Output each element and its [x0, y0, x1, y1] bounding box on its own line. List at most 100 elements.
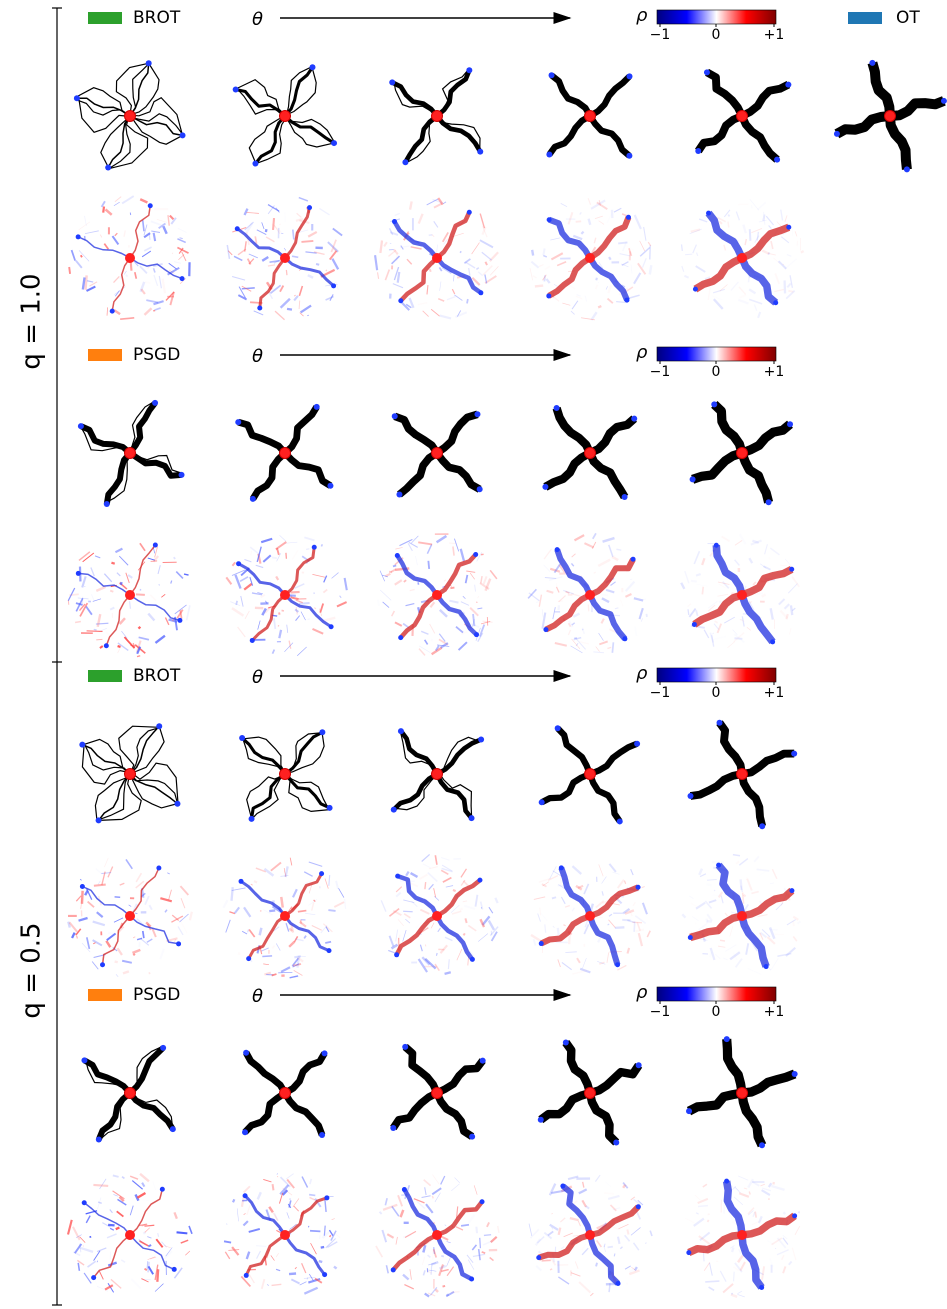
- terminal: [542, 484, 548, 490]
- network: [233, 64, 337, 166]
- mesh-edge: [243, 1221, 247, 1225]
- mesh-edge: [174, 262, 181, 264]
- mesh-edge: [484, 1235, 491, 1236]
- mesh-edge: [615, 927, 624, 928]
- mesh-edge: [561, 1247, 564, 1249]
- mesh-edge: [261, 539, 272, 542]
- mesh-edge: [736, 861, 739, 863]
- mesh-edge: [751, 892, 758, 894]
- mesh-edge: [558, 959, 561, 967]
- mesh-edge: [325, 1199, 326, 1212]
- mesh-edge: [601, 970, 605, 973]
- mesh-edge: [696, 1213, 698, 1214]
- mesh-edge: [698, 1206, 708, 1207]
- mesh-edge: [749, 289, 755, 293]
- mesh-edge: [254, 311, 263, 315]
- mesh-edge: [723, 582, 729, 589]
- mesh-edge: [321, 1247, 324, 1248]
- mesh-edge: [94, 629, 97, 630]
- mesh-edge: [450, 588, 454, 589]
- mesh-edge: [709, 900, 716, 902]
- mesh-edge: [483, 1241, 492, 1245]
- mesh-edge: [754, 304, 756, 310]
- mesh-edge: [466, 571, 475, 572]
- mesh-edge: [428, 1255, 431, 1257]
- mesh-edge: [740, 534, 746, 544]
- terminal: [785, 82, 791, 88]
- mesh-edge: [187, 605, 190, 620]
- mesh-edge: [249, 930, 255, 937]
- mesh-edge: [552, 1213, 553, 1214]
- mesh-edge: [542, 884, 547, 887]
- edge: [285, 733, 321, 775]
- mesh-edge: [380, 590, 391, 600]
- mesh-edge: [456, 1227, 463, 1230]
- mesh-edge: [123, 971, 129, 973]
- terminal: [627, 73, 633, 79]
- mesh-edge: [709, 1287, 715, 1290]
- legend-label: BROT: [133, 666, 181, 686]
- mesh-edge: [328, 910, 335, 911]
- mesh-edge: [321, 545, 322, 546]
- mesh-edge: [475, 895, 477, 907]
- terminal: [687, 793, 693, 799]
- mesh-edge: [542, 609, 543, 617]
- mesh-edge: [242, 931, 247, 934]
- mesh-edge: [291, 592, 300, 593]
- mesh-edge: [581, 232, 583, 234]
- mesh-edge: [731, 1295, 737, 1297]
- mesh-edge: [440, 610, 447, 617]
- mesh-edge: [728, 222, 729, 228]
- mesh-edge: [87, 287, 96, 291]
- legend-patch: [88, 349, 122, 361]
- mesh-edge: [556, 587, 559, 593]
- mesh-edge: [432, 1175, 439, 1185]
- source: [585, 1088, 596, 1099]
- mesh-edge: [468, 925, 476, 930]
- network: [242, 1050, 328, 1138]
- network: [687, 720, 797, 830]
- terminal: [469, 815, 475, 821]
- mesh-edge: [287, 309, 292, 310]
- mesh-edge: [154, 233, 156, 241]
- mesh-edge: [738, 1176, 748, 1180]
- terminal: [622, 636, 627, 641]
- mesh-edge: [578, 1221, 580, 1226]
- mesh-edge: [276, 943, 280, 950]
- mesh-edge: [599, 641, 607, 644]
- terminal: [91, 1275, 96, 1280]
- mesh-edge: [427, 285, 428, 294]
- mesh-edge: [420, 945, 422, 952]
- terminal: [711, 401, 717, 407]
- mesh-edge: [308, 275, 313, 278]
- mesh-edge: [786, 614, 787, 619]
- mesh-edge: [579, 1282, 590, 1292]
- mesh-edge: [120, 318, 134, 319]
- edge: [285, 208, 310, 258]
- edge: [398, 876, 437, 916]
- mesh-edge: [87, 631, 103, 632]
- mesh-edge: [260, 928, 262, 935]
- edge: [437, 1061, 483, 1093]
- terminal: [706, 211, 711, 216]
- edge: [82, 887, 130, 917]
- mesh-edge: [309, 862, 322, 866]
- source: [280, 253, 290, 263]
- terminal: [243, 1193, 248, 1198]
- mesh-edge: [113, 1175, 119, 1176]
- edge: [742, 1093, 762, 1145]
- mesh-edge: [461, 549, 464, 561]
- mesh-edge: [713, 289, 725, 293]
- colorbar-tick-label: +1: [764, 1004, 785, 1020]
- mesh-edge: [225, 1252, 229, 1259]
- mesh-edge: [572, 970, 587, 974]
- edge: [252, 774, 286, 819]
- source: [737, 590, 747, 600]
- mesh-edge: [172, 253, 173, 254]
- mesh-edge: [100, 235, 102, 238]
- mesh-edge: [387, 1234, 393, 1238]
- mesh-edge: [707, 880, 717, 881]
- mesh-edge: [582, 1244, 586, 1250]
- mesh-edge: [136, 881, 144, 888]
- network: [239, 729, 332, 822]
